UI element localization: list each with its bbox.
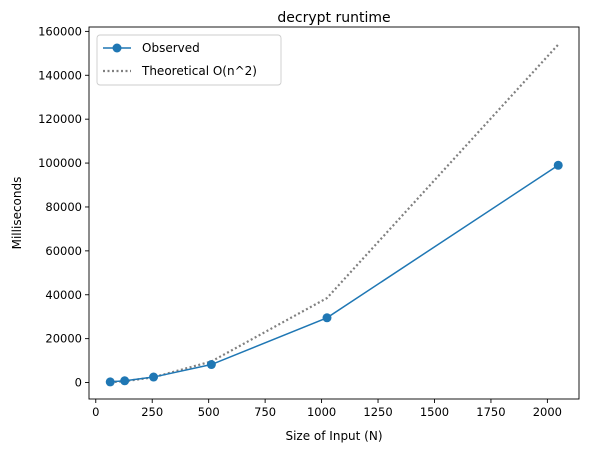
x-tick-label: 750 xyxy=(254,405,276,419)
y-axis-label: Milliseconds xyxy=(10,177,24,250)
plot-area: 0 250 500 750 1000 1250 1500 1750 20000200004000… xyxy=(38,24,563,419)
data-point-observed xyxy=(105,377,115,387)
y-tick-label: 20000 xyxy=(45,332,82,346)
x-tick-label: 1250 xyxy=(363,405,392,419)
data-point-observed xyxy=(206,360,216,370)
chart-title: decrypt runtime xyxy=(277,10,390,26)
legend-label-observed: Observed xyxy=(142,41,200,55)
y-tick-label: 140000 xyxy=(38,68,82,82)
x-tick-label: 0 xyxy=(92,405,99,419)
y-tick-label: 80000 xyxy=(45,200,82,214)
data-point-observed xyxy=(149,372,159,382)
y-tick-label: 0 xyxy=(75,376,82,390)
legend-box xyxy=(96,34,282,86)
series-line-theoretical xyxy=(110,43,560,384)
data-point-observed xyxy=(322,313,332,323)
x-tick-label: 1000 xyxy=(307,405,336,419)
y-tick-label: 120000 xyxy=(38,112,82,126)
legend: Observed Theoretical O(n^2) xyxy=(96,34,282,86)
data-point-observed xyxy=(120,376,130,386)
plot-frame xyxy=(88,26,580,400)
x-axis-label: Size of Input (N) xyxy=(285,429,382,443)
y-tick-label: 160000 xyxy=(38,24,82,38)
legend-marker-observed xyxy=(112,43,122,53)
y-tick-label: 40000 xyxy=(45,288,82,302)
data-point-observed xyxy=(553,160,563,170)
y-tick-label: 100000 xyxy=(38,156,82,170)
x-tick-label: 2000 xyxy=(533,405,562,419)
y-tick-label: 60000 xyxy=(45,244,82,258)
x-tick-label: 500 xyxy=(198,405,220,419)
x-tick-label: 1500 xyxy=(420,405,449,419)
x-tick-label: 1750 xyxy=(476,405,505,419)
legend-label-theoretical: Theoretical O(n^2) xyxy=(141,64,257,78)
x-tick-label: 250 xyxy=(141,405,163,419)
